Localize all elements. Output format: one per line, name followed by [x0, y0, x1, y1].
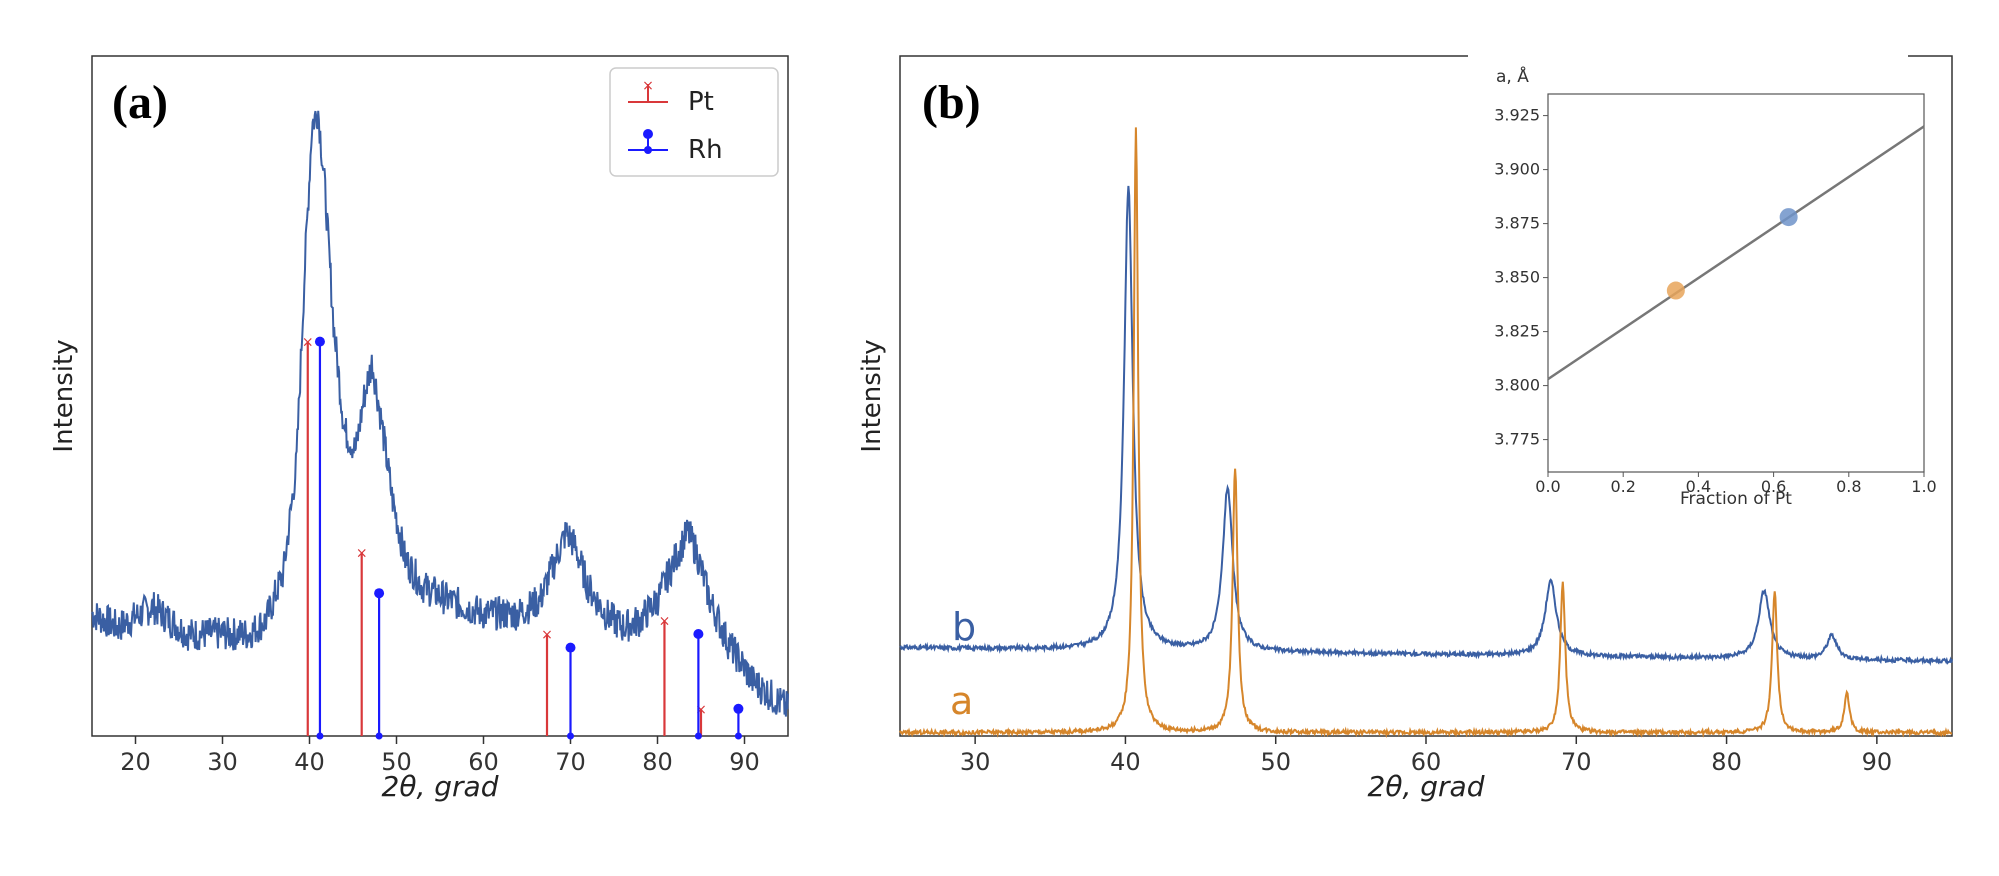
- panel-b-series: [899, 127, 1953, 739]
- stem-base-rh: [567, 732, 574, 740]
- inset-y-axis-label: a, Å: [1496, 65, 1529, 87]
- panel-a-x-tick-label: 70: [555, 748, 586, 776]
- panel-b-label: (b): [922, 76, 981, 129]
- panel-b-inset: a, Å Fraction of Pt 0.0 0.2 0.4 0.6 0.8 1.0 3.…: [1468, 48, 1937, 509]
- legend-entry-rh: Rh: [628, 129, 723, 165]
- inset-y-tick-label: 3.925: [1494, 106, 1540, 125]
- inset-x-tick-label: 1.0: [1911, 477, 1936, 496]
- panel-b-x-tick-label: 90: [1862, 748, 1893, 776]
- stem-marker-pt: ×: [541, 627, 553, 643]
- curve-label-b: b: [952, 605, 976, 649]
- curve-label-a: a: [950, 679, 973, 723]
- panel-a-legend: × Pt Rh: [609, 67, 779, 177]
- stem-marker-rh: [733, 703, 744, 714]
- legend-entry-pt: × Pt: [628, 78, 714, 117]
- stem-marker-rh: [693, 629, 704, 639]
- panel-a-x-tick-label: 50: [381, 748, 412, 776]
- panel-a-stems: × × × × ×: [302, 335, 744, 740]
- inset-marks: [1547, 125, 1925, 381]
- panel-a-x-tick-label: 90: [729, 748, 760, 776]
- inset-point-0: [1666, 281, 1685, 300]
- panel-b-series-a: [899, 127, 1953, 739]
- inset-x-tick-label: 0.2: [1610, 477, 1635, 496]
- panel-a-plot-frame: [91, 55, 789, 737]
- inset-point-1: [1779, 208, 1798, 227]
- inset-ticks: 0.0 0.2 0.4 0.6 0.8 1.0 3.775 3.800 3.825 3.850 3.…: [1494, 106, 1937, 496]
- stem-base-rh: [316, 732, 324, 740]
- stem-marker-pt: ×: [356, 545, 368, 561]
- panel-a-label: (a): [112, 76, 168, 129]
- inset-x-axis-label: Fraction of Pt: [1680, 489, 1792, 509]
- panel-a-x-tick-label: 80: [642, 748, 673, 776]
- panel-a-x-ticks: 20 30 40 50 60 70 80 90: [120, 736, 760, 776]
- inset-fit-line: [1547, 125, 1925, 381]
- panel-a-y-axis-label: Intensity: [49, 339, 79, 452]
- stem-marker-rh: [314, 336, 325, 347]
- panel-b-x-tick-label: 30: [960, 748, 991, 776]
- panel-b-x-tick-label: 80: [1711, 748, 1742, 776]
- dot-marker-icon: [643, 129, 653, 139]
- stem-marker-rh: [374, 588, 385, 599]
- panel-a-xrd-line: [91, 110, 789, 717]
- stem-marker-pt: ×: [659, 613, 671, 629]
- panel-a-x-tick-label: 30: [207, 748, 238, 776]
- inset-y-tick-label: 3.900: [1494, 160, 1540, 179]
- panel-a-x-tick-label: 60: [468, 748, 499, 776]
- panel-b-x-axis-label: 2θ, grad: [1368, 770, 1485, 803]
- inset-y-tick-label: 3.800: [1494, 376, 1540, 395]
- inset-y-tick-label: 3.825: [1494, 322, 1540, 341]
- panel-b-y-axis-label: Intensity: [857, 339, 887, 452]
- x-marker-icon: ×: [642, 78, 654, 94]
- panel-a-x-axis-label: 2θ, grad: [382, 770, 499, 803]
- inset-y-tick-label: 3.875: [1494, 214, 1540, 233]
- panel-b-x-tick-label: 40: [1110, 748, 1141, 776]
- stem-marker-pt: ×: [695, 702, 707, 718]
- inset-x-tick-label: 0.6: [1761, 477, 1786, 496]
- stem-marker-rh: [565, 642, 576, 653]
- panel-b-x-ticks: 30 40 50 60 70 80 90: [960, 736, 1892, 776]
- panel-b: (b) Intensity 2θ, grad 30 40 50 60 70 80 90 b …: [857, 48, 1953, 803]
- inset-plot-frame: [1547, 93, 1925, 473]
- inset-x-tick-label: 0.8: [1836, 477, 1861, 496]
- stem-base-rh: [375, 732, 383, 740]
- legend-label-rh: Rh: [688, 135, 723, 165]
- panel-a-x-tick-label: 20: [120, 748, 151, 776]
- inset-y-tick-label: 3.850: [1494, 268, 1540, 287]
- panel-a-x-tick-label: 40: [294, 748, 325, 776]
- panel-b-x-tick-label: 50: [1260, 748, 1291, 776]
- panel-b-x-tick-label: 70: [1561, 748, 1592, 776]
- stem-marker-pt: ×: [302, 335, 314, 351]
- inset-x-tick-label: 0.4: [1686, 477, 1711, 496]
- panel-b-x-tick-label: 60: [1411, 748, 1442, 776]
- inset-y-tick-label: 3.775: [1494, 430, 1540, 449]
- dot-marker-icon: [644, 146, 652, 154]
- inset-x-tick-label: 0.0: [1535, 477, 1560, 496]
- panel-a-series: [91, 110, 789, 717]
- legend-label-pt: Pt: [688, 87, 714, 117]
- inset-background: [1468, 48, 1908, 508]
- stem-base-rh: [694, 732, 702, 740]
- stem-base-rh: [734, 732, 742, 740]
- panel-a: (a) Intensity 2θ, grad 20 30 40 50 60 70 80 90 …: [49, 55, 789, 803]
